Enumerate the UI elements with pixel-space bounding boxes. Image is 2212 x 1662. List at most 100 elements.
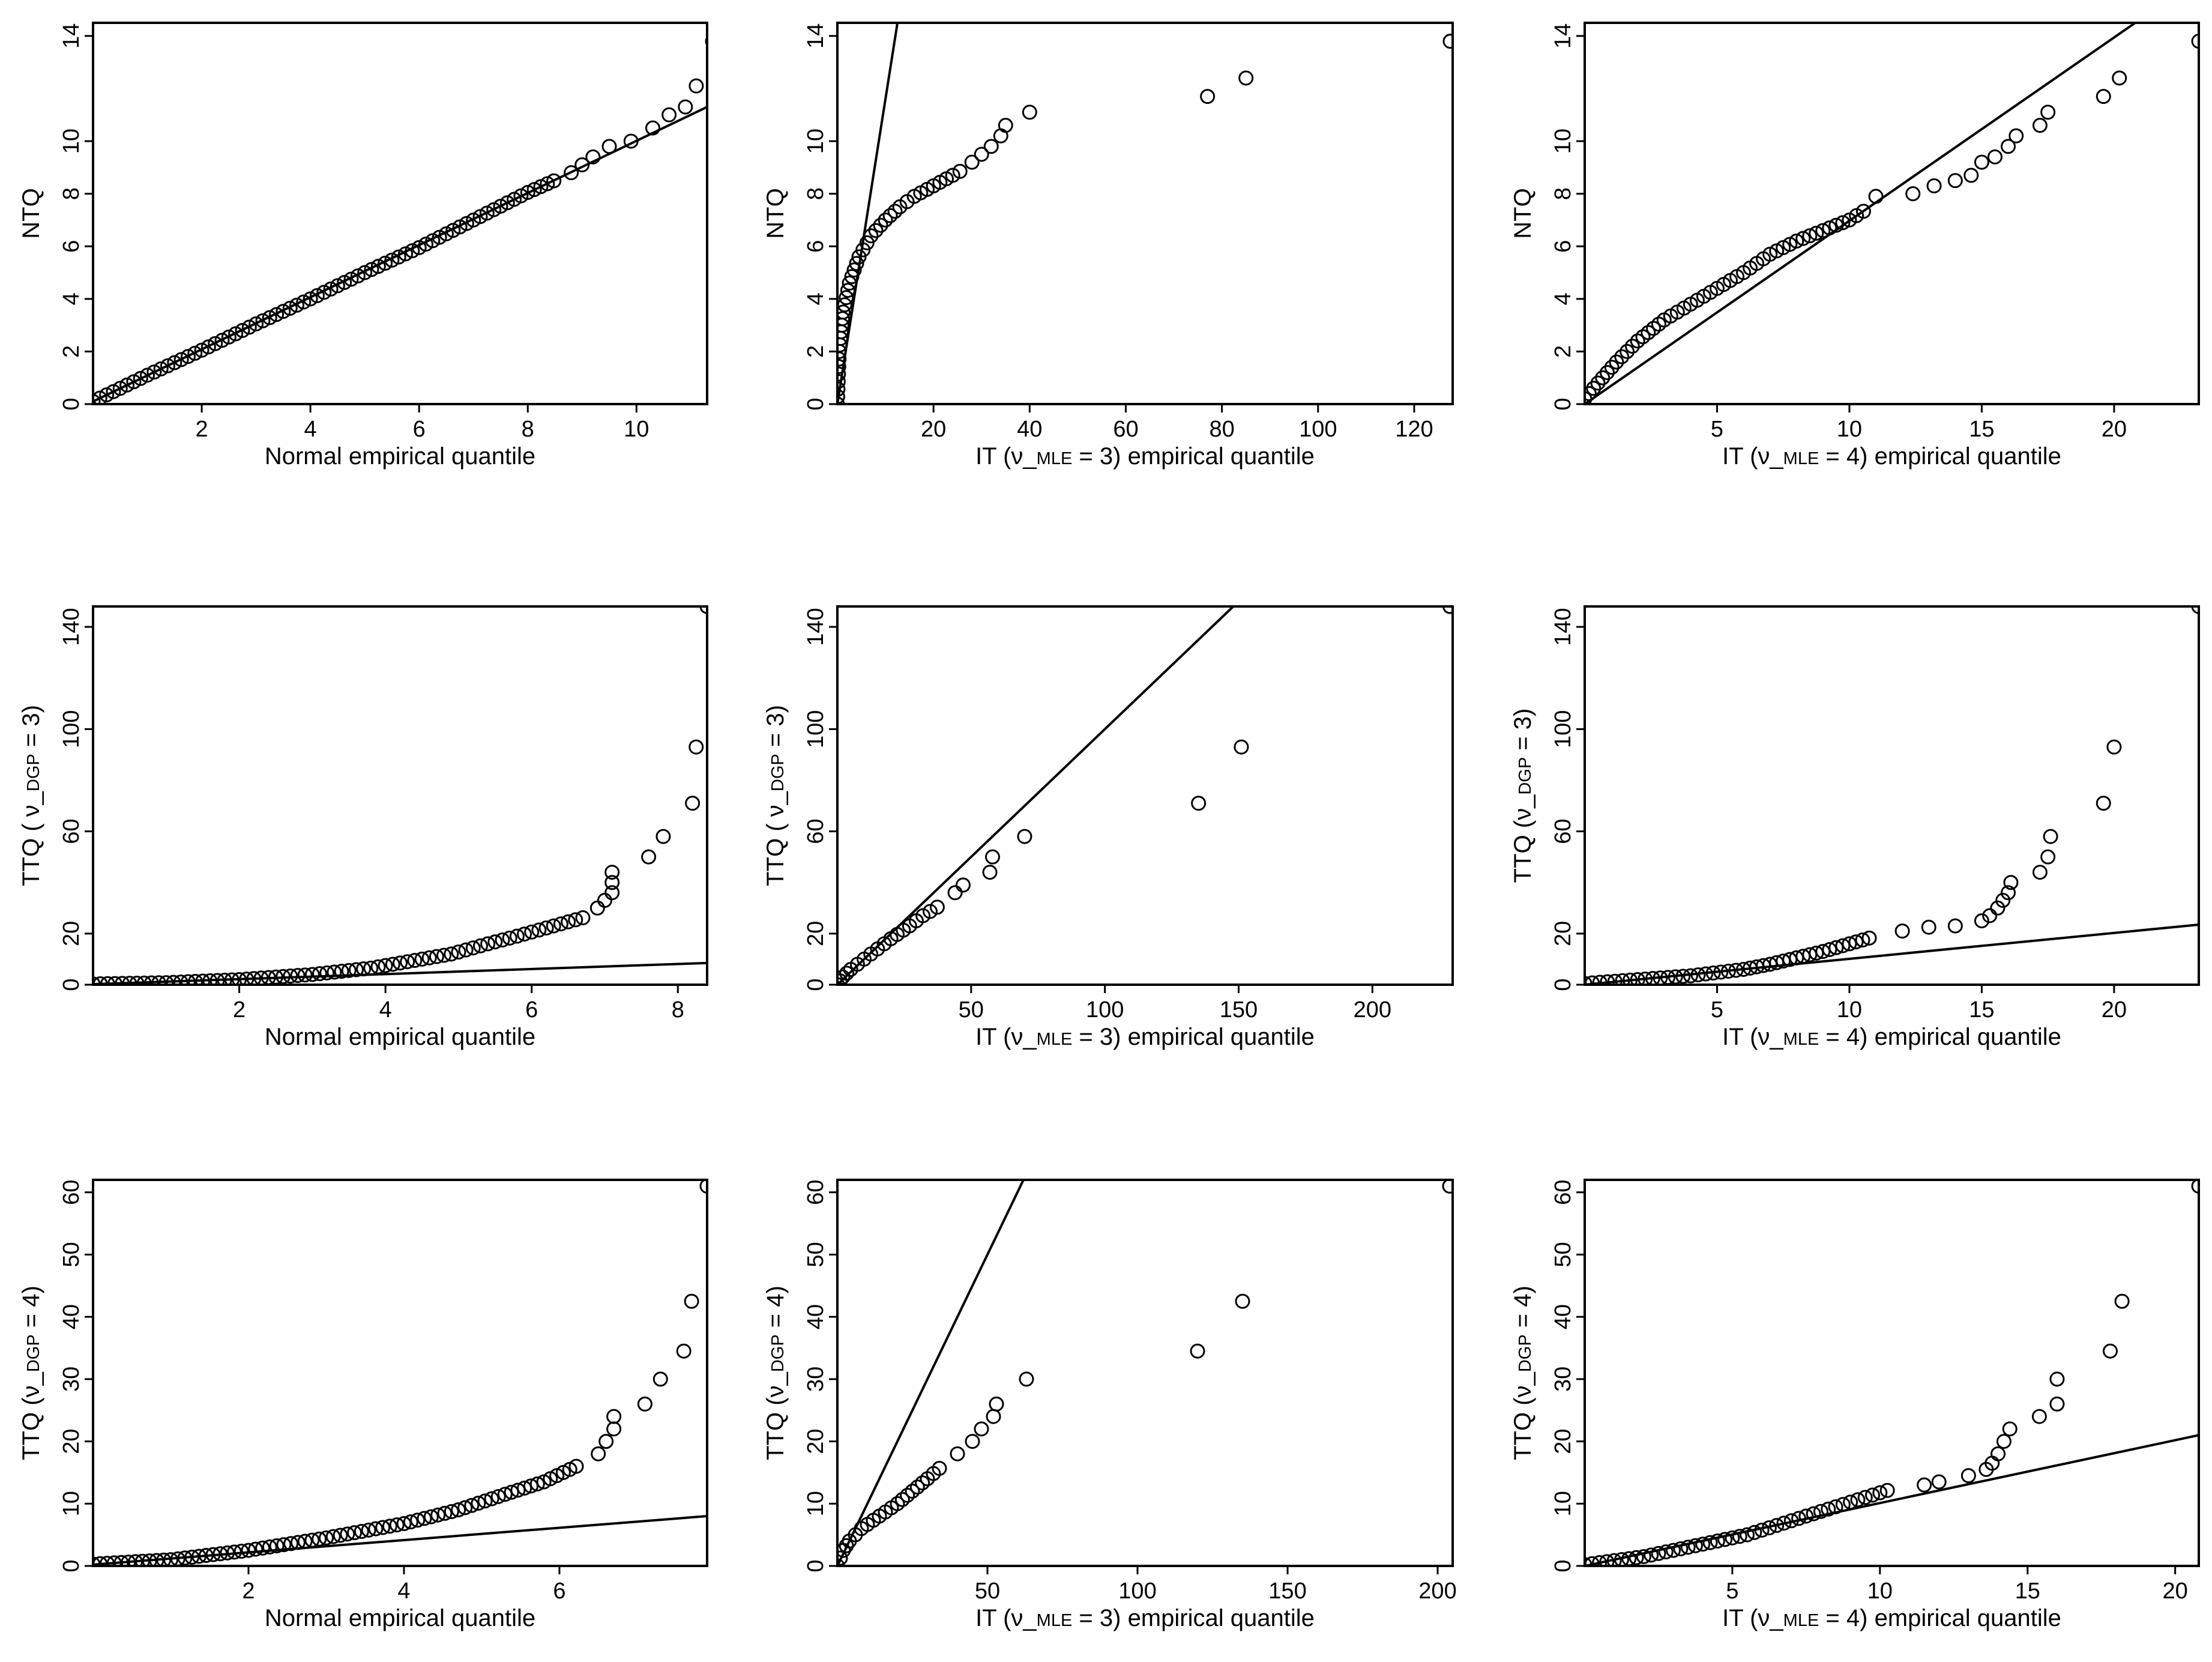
y-tick-label: 2 <box>59 345 84 358</box>
data-point <box>405 243 420 259</box>
data-point <box>678 99 693 115</box>
data-point <box>289 297 304 313</box>
data-point <box>1190 1343 1205 1359</box>
data-point <box>1702 1535 1718 1550</box>
data-point <box>945 168 960 183</box>
data-point <box>878 212 893 228</box>
data-point <box>1698 966 1714 982</box>
data-point <box>1638 972 1653 985</box>
data-point <box>188 974 203 985</box>
data-point <box>568 912 583 928</box>
data-point <box>312 1531 327 1547</box>
data-point <box>200 339 216 355</box>
data-point <box>239 972 255 985</box>
data-point <box>1828 217 1844 233</box>
data-point <box>591 1446 606 1461</box>
data-point <box>444 946 459 962</box>
data-point <box>330 278 345 294</box>
data-point <box>604 875 620 890</box>
data-point <box>699 1180 707 1194</box>
data-point <box>1585 1557 1593 1566</box>
plot-frame <box>1584 605 2200 986</box>
data-point <box>458 942 474 958</box>
data-point <box>429 949 444 964</box>
data-point <box>283 968 298 984</box>
data-point <box>894 1491 910 1507</box>
y-tick-label: 2 <box>1551 345 1576 358</box>
x-axis-label: IT (ν_MLE = 4) empirical quantile <box>1722 1024 2061 1050</box>
data-point <box>1931 1474 1947 1490</box>
data-point <box>497 1487 513 1502</box>
data-point <box>140 367 155 383</box>
data-point <box>276 1537 292 1553</box>
data-point <box>421 950 437 965</box>
data-point <box>232 972 247 985</box>
y-tick-label: 100 <box>1551 710 1576 748</box>
data-point <box>262 1539 277 1555</box>
data-point <box>1234 739 1249 755</box>
data-point <box>228 326 244 342</box>
data-point <box>334 964 349 979</box>
data-point <box>1848 934 1864 950</box>
data-point <box>1802 228 1818 244</box>
y-tick-label: 8 <box>59 187 84 200</box>
data-point <box>398 246 414 262</box>
data-point <box>983 139 999 154</box>
y-tick-label: 0 <box>803 978 828 991</box>
data-point <box>1636 1549 1651 1564</box>
data-point <box>1990 900 2006 916</box>
data-point <box>905 1484 920 1499</box>
y-tick-label: 60 <box>59 818 84 844</box>
data-point <box>297 1534 313 1549</box>
data-point <box>126 374 142 390</box>
data-point <box>1442 34 1453 49</box>
data-point <box>1842 936 1857 952</box>
y-tick-label: 10 <box>1551 1491 1576 1516</box>
data-point <box>546 918 561 934</box>
data-point <box>1604 360 1620 375</box>
data-point <box>173 975 188 985</box>
data-point <box>93 394 101 404</box>
x-tick-label: 6 <box>525 997 538 1023</box>
y-axis-label: TTQ (ν_DGP = 4) <box>1510 1286 1536 1460</box>
x-axis-label: IT (ν_MLE = 3) empirical quantile <box>975 1024 1315 1050</box>
data-point <box>195 973 211 985</box>
data-point <box>1607 973 1623 985</box>
data-point <box>868 223 884 238</box>
y-tick-label: 100 <box>59 710 84 748</box>
data-point <box>1732 1529 1747 1544</box>
data-point <box>269 1538 285 1554</box>
data-point <box>955 877 971 893</box>
data-point <box>842 276 857 291</box>
y-axis-label: NTQ <box>1510 188 1536 238</box>
data-point <box>437 1505 453 1521</box>
data-point <box>1926 178 1942 194</box>
data-point <box>490 1488 506 1504</box>
data-point <box>1609 354 1624 370</box>
data-point <box>451 1502 466 1518</box>
data-point <box>932 1461 947 1476</box>
data-point <box>502 930 517 946</box>
plot-area <box>93 36 707 404</box>
data-point <box>2191 1180 2199 1194</box>
data-point <box>1822 941 1837 957</box>
data-point <box>107 976 123 985</box>
data-point <box>1238 70 1254 86</box>
data-point <box>113 1555 129 1566</box>
panel-normal-vs-ttq3: 2 4 6 8 0 20 60 100 140 Normal empirical quantile… <box>18 605 708 1050</box>
data-point <box>417 1511 432 1526</box>
data-point <box>323 281 339 297</box>
data-point <box>262 310 277 325</box>
data-point <box>641 849 657 865</box>
data-point <box>1789 233 1804 249</box>
data-point <box>986 1409 1001 1424</box>
data-point <box>1861 930 1877 946</box>
data-point <box>1675 968 1691 984</box>
data-point <box>982 865 998 880</box>
data-point <box>1894 923 1910 939</box>
data-point <box>1835 1497 1851 1512</box>
reference-line <box>93 961 707 985</box>
data-point <box>268 969 283 985</box>
data-point <box>849 256 864 271</box>
data-point <box>1614 1552 1629 1566</box>
